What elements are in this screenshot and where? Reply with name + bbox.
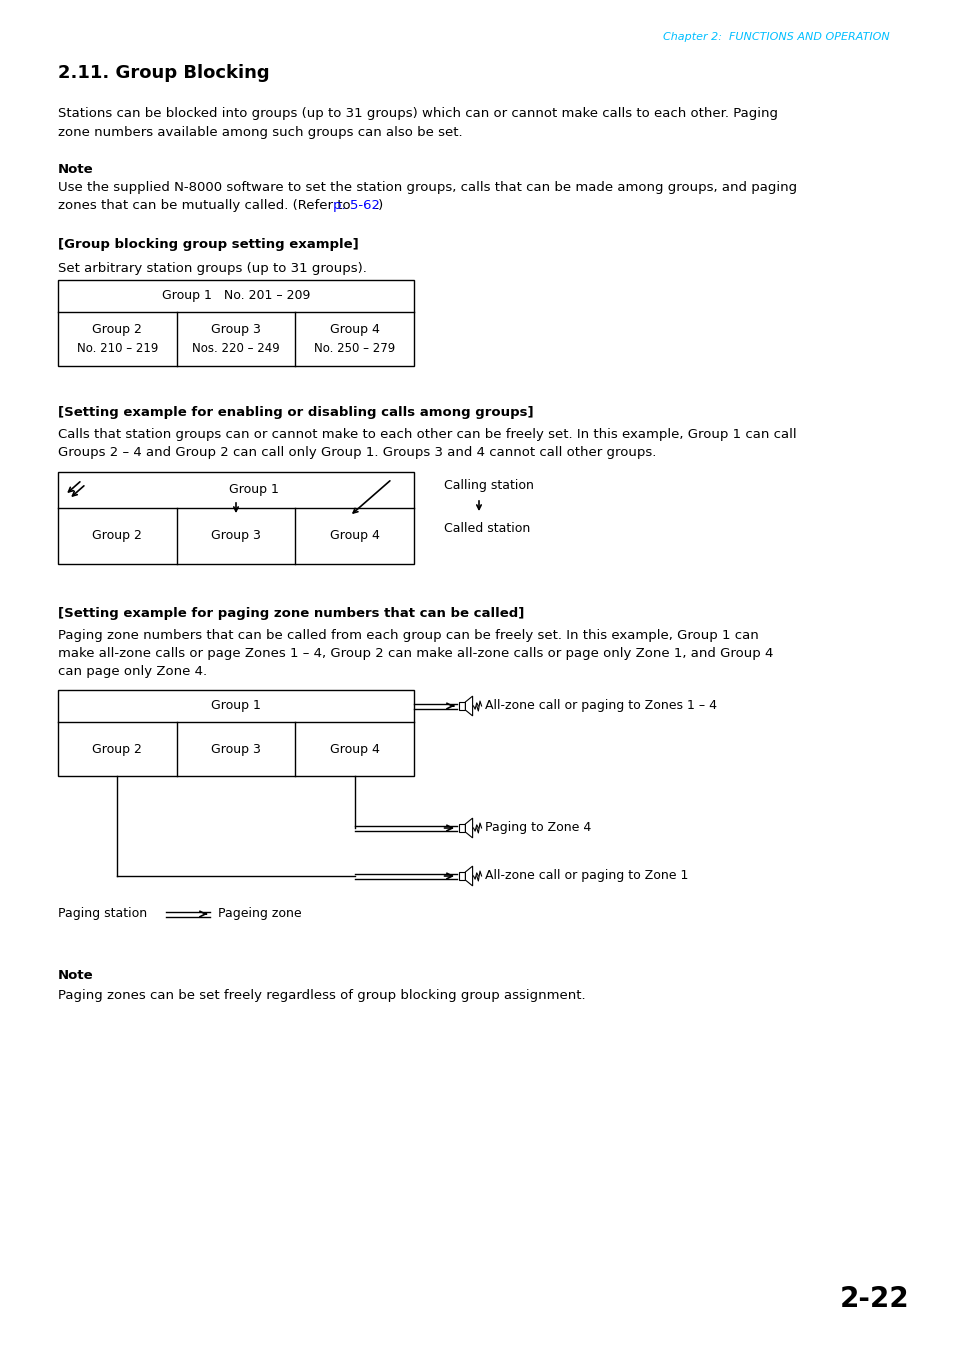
Bar	[458, 824, 465, 832]
Text: No. 250 – 279: No. 250 – 279	[314, 342, 395, 355]
Text: Paging zone numbers that can be called from each group can be freely set. In thi: Paging zone numbers that can be called f…	[58, 630, 758, 642]
Polygon shape	[465, 866, 472, 886]
Text: zones that can be mutually called. (Refer to: zones that can be mutually called. (Refe…	[58, 199, 355, 212]
Text: Called station: Called station	[443, 521, 530, 535]
Text: Pageing zone: Pageing zone	[218, 908, 301, 920]
Text: Paging zones can be set freely regardless of group blocking group assignment.: Paging zones can be set freely regardles…	[58, 989, 585, 1002]
Text: Paging station: Paging station	[58, 908, 147, 920]
Text: All-zone call or paging to Zone 1: All-zone call or paging to Zone 1	[484, 870, 688, 882]
Text: Group 1   No. 201 – 209: Group 1 No. 201 – 209	[162, 289, 310, 303]
Text: Note: Note	[58, 969, 93, 982]
Text: Group 4: Group 4	[330, 323, 379, 336]
Text: Group 3: Group 3	[211, 743, 261, 755]
Text: Group 4: Group 4	[330, 743, 379, 755]
Text: Paging to Zone 4: Paging to Zone 4	[484, 821, 591, 835]
Text: Group 3: Group 3	[211, 530, 261, 543]
Text: Set arbitrary station groups (up to 31 groups).: Set arbitrary station groups (up to 31 g…	[58, 262, 367, 276]
Text: Chapter 2:  FUNCTIONS AND OPERATION: Chapter 2: FUNCTIONS AND OPERATION	[662, 32, 889, 42]
Text: can page only Zone 4.: can page only Zone 4.	[58, 665, 207, 678]
Text: [Group blocking group setting example]: [Group blocking group setting example]	[58, 238, 358, 251]
Text: Calls that station groups can or cannot make to each other can be freely set. In: Calls that station groups can or cannot …	[58, 428, 796, 440]
Text: Group 1: Group 1	[211, 700, 261, 712]
Text: .): .)	[375, 199, 384, 212]
Text: Group 3: Group 3	[211, 323, 261, 336]
Text: Groups 2 – 4 and Group 2 can call only Group 1. Groups 3 and 4 cannot call other: Groups 2 – 4 and Group 2 can call only G…	[58, 446, 656, 459]
Text: 2.11. Group Blocking: 2.11. Group Blocking	[58, 63, 270, 82]
Text: Stations can be blocked into groups (up to 31 groups) which can or cannot make c: Stations can be blocked into groups (up …	[58, 107, 778, 139]
Text: 2-22: 2-22	[839, 1285, 908, 1313]
Text: Group 2: Group 2	[92, 530, 142, 543]
Text: Calling station: Calling station	[443, 480, 534, 493]
Polygon shape	[465, 696, 472, 716]
Text: Use the supplied N-8000 software to set the station groups, calls that can be ma: Use the supplied N-8000 software to set …	[58, 181, 797, 195]
Text: Note: Note	[58, 163, 93, 176]
Text: Nos. 220 – 249: Nos. 220 – 249	[192, 342, 279, 355]
Bar	[58, 280, 414, 366]
Bar	[58, 471, 414, 563]
Bar	[458, 703, 465, 711]
Text: [Setting example for paging zone numbers that can be called]: [Setting example for paging zone numbers…	[58, 607, 524, 620]
Text: All-zone call or paging to Zones 1 – 4: All-zone call or paging to Zones 1 – 4	[484, 700, 717, 712]
Polygon shape	[465, 819, 472, 838]
Text: Group 1: Group 1	[229, 484, 278, 497]
Text: Group 2: Group 2	[92, 323, 142, 336]
Text: Group 4: Group 4	[330, 530, 379, 543]
Text: [Setting example for enabling or disabling calls among groups]: [Setting example for enabling or disabli…	[58, 407, 533, 419]
Text: p. 5-62: p. 5-62	[333, 199, 379, 212]
Bar	[458, 871, 465, 880]
Bar	[58, 690, 414, 775]
Text: No. 210 – 219: No. 210 – 219	[76, 342, 158, 355]
Text: Group 2: Group 2	[92, 743, 142, 755]
Text: make all-zone calls or page Zones 1 – 4, Group 2 can make all-zone calls or page: make all-zone calls or page Zones 1 – 4,…	[58, 647, 773, 661]
